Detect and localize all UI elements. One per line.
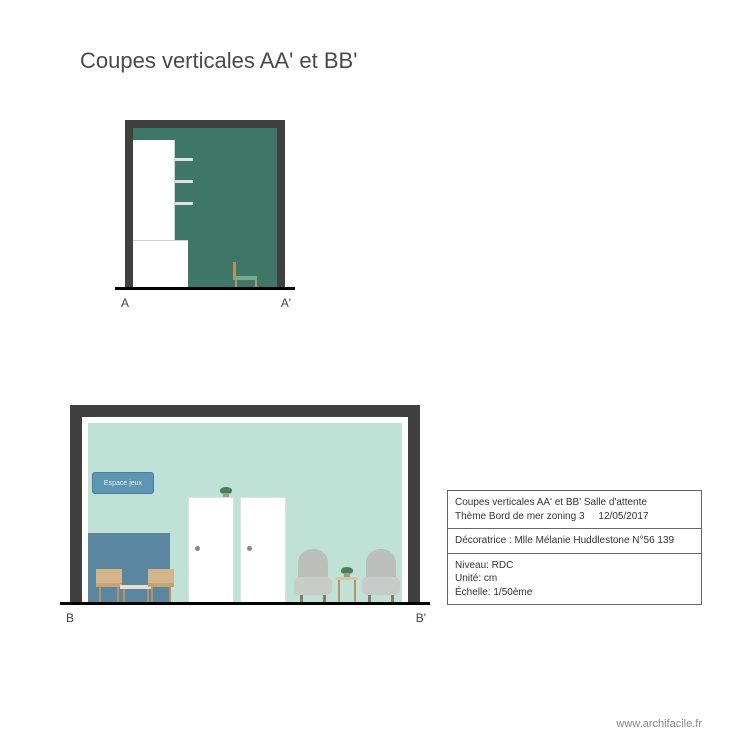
aa-shelf — [175, 202, 193, 205]
page-title: Coupes verticales AA' et BB' — [80, 48, 357, 74]
bb-plant — [220, 487, 232, 497]
aa-chair — [233, 262, 259, 290]
bb-label-b: B — [66, 611, 74, 625]
bb-armchair — [360, 549, 402, 605]
titleblock-line2: Thème Bord de mer zoning 3 12/05/2017 — [455, 510, 694, 524]
aa-frame — [125, 120, 285, 290]
aa-label-a-prime: A' — [281, 296, 291, 310]
bb-door — [240, 497, 286, 605]
titleblock-decoratrice: Décoratrice : Mlle Mélanie Huddlestone N… — [448, 529, 701, 554]
aa-baseline — [115, 287, 295, 290]
title-block: Coupes verticales AA' et BB' Salle d'att… — [447, 490, 702, 605]
bb-kid-chair — [148, 569, 174, 605]
bb-plant — [341, 567, 353, 577]
bb-frame: Espace jeux — [70, 405, 420, 605]
titleblock-line1: Coupes verticales AA' et BB' Salle d'att… — [455, 496, 694, 510]
aa-shelf — [175, 180, 193, 183]
watermark: www.archifacile.fr — [616, 718, 702, 730]
titleblock-header: Coupes verticales AA' et BB' Salle d'att… — [448, 491, 701, 529]
bb-kid-chair — [96, 569, 122, 605]
bb-armchair — [292, 549, 334, 605]
section-aa: A A' — [115, 120, 295, 310]
aa-label-a: A — [121, 296, 129, 310]
titleblock-info: Niveau: RDC Unité: cm Échelle: 1/50ème — [448, 554, 701, 605]
door-handle-icon — [247, 546, 252, 551]
aa-shelf — [175, 158, 193, 161]
aa-counter — [133, 240, 188, 290]
bb-baseline — [60, 602, 430, 605]
bb-label-b-prime: B' — [416, 611, 426, 625]
door-handle-icon — [195, 546, 200, 551]
bb-door — [188, 497, 234, 605]
section-bb: Espace jeux B B — [60, 405, 430, 625]
bb-side-table — [336, 577, 358, 605]
bb-sign-espace-jeux: Espace jeux — [92, 472, 154, 494]
